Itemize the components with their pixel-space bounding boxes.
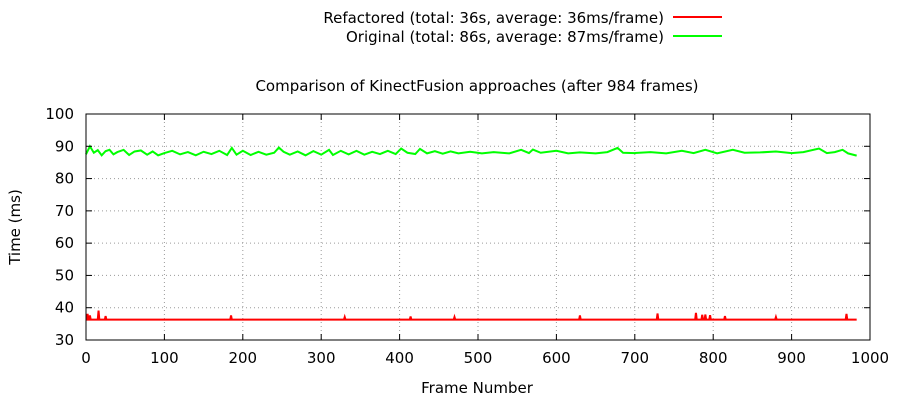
series-line-original	[85, 144, 857, 157]
legend-label-refactored: Refactored (total: 36s, average: 36ms/fr…	[323, 9, 664, 27]
chart-title: Comparison of KinectFusion approaches (a…	[255, 77, 698, 95]
axis-ticks: 0 100 200 300 400 500 600 700 800 900 1000 30 40 50 60…	[45, 105, 889, 367]
x-tick-label: 100	[150, 349, 179, 367]
x-tick-label: 700	[620, 349, 649, 367]
y-tick-label: 60	[55, 234, 74, 252]
x-tick-label: 300	[307, 349, 336, 367]
x-tick-label: 900	[777, 349, 806, 367]
x-tick-label: 500	[464, 349, 493, 367]
grid	[86, 114, 870, 340]
y-tick-label: 100	[45, 105, 74, 123]
y-tick-label: 50	[55, 266, 74, 284]
x-axis-label: Frame Number	[421, 379, 534, 397]
legend-label-original: Original (total: 86s, average: 87ms/fram…	[346, 28, 664, 46]
x-tick-label: 200	[228, 349, 257, 367]
legend: Refactored (total: 36s, average: 36ms/fr…	[323, 9, 722, 46]
y-axis-label: Time (ms)	[6, 189, 24, 266]
x-tick-label: 800	[699, 349, 728, 367]
series-line-refactored	[85, 310, 857, 321]
y-tick-label: 70	[55, 202, 74, 220]
y-tick-label: 80	[55, 170, 74, 188]
y-tick-label: 40	[55, 299, 74, 317]
x-tick-label: 1000	[851, 349, 889, 367]
y-tick-label: 90	[55, 137, 74, 155]
x-tick-label: 400	[385, 349, 414, 367]
x-tick-label: 0	[81, 349, 91, 367]
y-tick-label: 30	[55, 331, 74, 349]
series-layer	[85, 144, 857, 321]
x-tick-label: 600	[542, 349, 571, 367]
